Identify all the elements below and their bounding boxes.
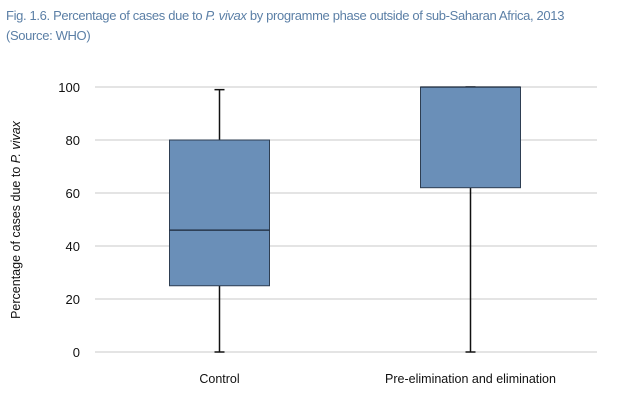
y-tick-label: 20 — [66, 292, 80, 307]
y-axis-label: Percentage of cases due to P. vivax — [9, 120, 23, 319]
title-suffix: by programme phase outside of sub-Sahara… — [246, 8, 565, 23]
x-tick-labels: Control Pre-elimination and elimination — [199, 372, 556, 386]
y-tick-label: 80 — [66, 133, 80, 148]
chart-title: Fig. 1.6. Percentage of cases due to P. … — [6, 6, 612, 46]
title-source: (Source: WHO) — [6, 28, 91, 43]
x-tick-label: Pre-elimination and elimination — [385, 372, 556, 386]
y-tick-labels: 0 20 40 60 80 100 — [58, 80, 80, 360]
boxes — [169, 86, 521, 353]
y-tick-label: 100 — [58, 80, 80, 95]
y-tick-label: 60 — [66, 186, 80, 201]
title-prefix: Fig. 1.6. Percentage of cases due to — [6, 8, 206, 23]
title-italic: P. vivax — [205, 8, 247, 23]
y-tick-label: 0 — [73, 345, 80, 360]
y-tick-label: 40 — [66, 239, 80, 254]
x-tick-label: Control — [199, 372, 239, 386]
box-iqr — [169, 139, 270, 287]
box-iqr — [420, 86, 521, 189]
